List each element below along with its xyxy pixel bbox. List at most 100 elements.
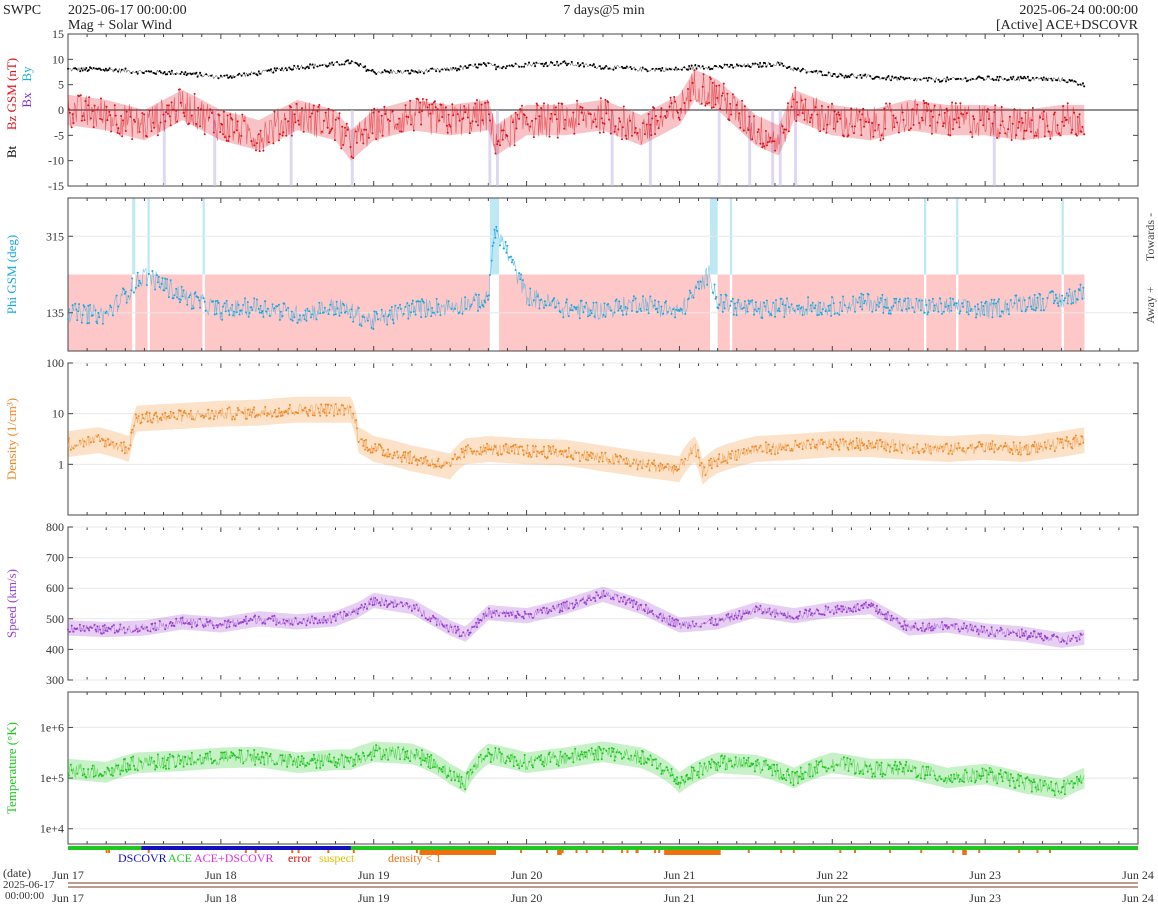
bt-series	[67, 59, 1086, 88]
org-label: SWPC	[3, 3, 41, 18]
date-axis-tick-label: Jun 17	[52, 891, 84, 905]
quality-density-lt1-tick	[708, 850, 711, 853]
date-axis-tick-label: Jun 22	[816, 891, 848, 905]
mag-ylabel-bx: Bx	[19, 92, 34, 108]
bz-south-spike	[213, 110, 217, 186]
bz-south-spike	[748, 110, 752, 186]
mag-ylabel-by: By	[19, 66, 34, 82]
quality-density-lt1-tick	[108, 850, 111, 853]
quality-density-lt1-tick	[792, 850, 795, 853]
bz-south-spike	[771, 110, 775, 186]
quality-density-lt1-tick	[575, 850, 578, 853]
density-y-tick-label: 100	[46, 356, 64, 370]
date-axis-tick-label: Jun 21	[664, 891, 696, 905]
temperature-y-tick-label: 1e+4	[40, 822, 64, 836]
quality-density-lt1-tick	[889, 850, 892, 853]
mag-y-tick-label: -10	[48, 154, 64, 168]
bz-south-spike	[289, 110, 293, 186]
legend-dscovr: DSCOVR	[118, 851, 167, 865]
quality-density-lt1-tick	[1018, 850, 1021, 853]
legend-suspect: suspect	[319, 851, 355, 865]
bz-series	[67, 69, 1086, 161]
panels: 15 10 5 0 -5 -10 -15 Bt Bz GSM (nT) Bx By 315 135 Phi…	[4, 27, 1139, 845]
speed-y-tick-label: 300	[46, 673, 64, 687]
quality-density-lt1-tick	[105, 850, 108, 853]
speed-panel-frame	[67, 526, 1139, 681]
date-axis-tick-label: Jun 23	[969, 891, 1001, 905]
density-y-tick-label: 10	[52, 407, 64, 421]
density-series	[67, 396, 1085, 485]
quality-density-lt1-tick	[585, 850, 588, 853]
bz-south-spike	[162, 110, 166, 186]
mag-y-tick-label: 5	[58, 78, 64, 92]
bz-south-spike	[992, 110, 996, 186]
speed-series-envelope	[68, 586, 1085, 648]
quality-density-lt1-tick	[601, 850, 604, 853]
quality-density-lt1-tick	[952, 850, 955, 853]
quality-density-lt1-tick	[658, 850, 661, 853]
mag-ylabel: Bt Bz GSM (nT) Bx By	[4, 58, 34, 158]
phi-series	[67, 225, 1085, 330]
legend-ace-dscovr: ACE+DSCOVR	[194, 851, 273, 865]
density-series-envelope	[68, 396, 1085, 485]
bz-south-spike	[648, 110, 652, 186]
temperature-ylabel: Temperature (°K)	[4, 722, 19, 814]
quality-density-lt1-tick	[920, 850, 923, 853]
bz-south-spike	[488, 110, 492, 186]
date-axis-tick-label: Jun 18	[205, 891, 237, 905]
density-y-tick-label: 1	[58, 457, 64, 471]
temperature-y-tick-label: 1e+6	[40, 720, 64, 734]
legend-ace: ACE	[168, 851, 192, 865]
speed-y-tick-label: 500	[46, 612, 64, 626]
interval-label: 7 days@5 min	[563, 3, 644, 18]
date-axis-tick-label: Jun 19	[358, 891, 390, 905]
quality-density-lt1-tick	[1049, 850, 1052, 853]
phi-y-tick-label: 135	[46, 306, 64, 320]
bt-series-line	[67, 59, 1085, 87]
x-axis: Jun 17 Jun 18 Jun 19 Jun 20 Jun 21 Jun 22 Jun …	[52, 868, 1154, 905]
x-tick-label: Jun 20	[511, 868, 543, 882]
quality-density-lt1-tick	[747, 850, 750, 853]
temperature-y-tick-label: 1e+5	[40, 771, 64, 785]
x-tick-label: Jun 22	[816, 868, 848, 882]
bz-south-spike	[350, 110, 354, 186]
quality-density-lt1-mark	[557, 850, 562, 855]
quality-density-lt1-tick	[673, 850, 676, 853]
quality-density-lt1-tick	[545, 850, 548, 853]
mag-ylabel-bz: Bz GSM (nT)	[4, 58, 19, 130]
mag-y-tick-label: 0	[58, 103, 64, 117]
quality-density-lt1-tick	[520, 850, 523, 853]
mag-y-tick-label: 10	[52, 52, 64, 66]
quality-density-lt1-tick	[626, 850, 629, 853]
x-tick-label: Jun 23	[969, 868, 1001, 882]
quality-density-lt1-tick	[621, 850, 624, 853]
quality-density-lt1-tick	[853, 850, 856, 853]
x-tick-label: Jun 18	[205, 868, 237, 882]
speed-series	[67, 586, 1085, 648]
towards-label: Towards -	[1143, 213, 1157, 261]
x-tick-label: Jun 19	[358, 868, 390, 882]
speed-y-tick-label: 700	[46, 551, 64, 565]
phi-series-line	[67, 226, 1085, 330]
bz-series-line	[67, 70, 1085, 159]
density-ylabel: Density (1/cm³)	[4, 398, 19, 480]
quality-density-lt1-tick	[780, 850, 783, 853]
speed-ylabel: Speed (km/s)	[4, 569, 19, 638]
bz-south-spike	[794, 110, 798, 186]
quality-density-lt1-tick	[561, 850, 564, 853]
date-axis-label: (date)	[3, 866, 31, 880]
mag-y-tick-label: -5	[54, 128, 64, 142]
quality-density-lt1-tick	[654, 850, 657, 853]
quality-density-lt1-tick	[469, 850, 472, 853]
bz-south-spike	[610, 110, 614, 186]
away-label: Away +	[1143, 286, 1157, 324]
speed-y-tick-label: 800	[46, 520, 64, 534]
legend-density-lt1: density < 1	[388, 851, 441, 865]
speed-y-tick-label: 600	[46, 581, 64, 595]
quality-dscovr-bar	[141, 846, 351, 850]
legend-error: error	[288, 851, 311, 865]
date-axis-tick-label: Jun 24	[1122, 891, 1154, 905]
start-time: 2025-06-17 00:00:00	[68, 3, 187, 18]
